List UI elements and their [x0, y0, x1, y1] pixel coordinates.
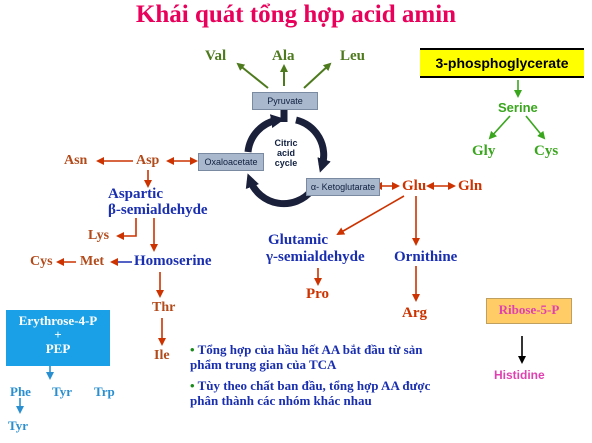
histidine-label: Histidine	[494, 368, 545, 382]
note-2-text: Tùy theo chất ban đầu, tổng hợp AA được …	[190, 378, 431, 408]
glu-label: Glu	[402, 178, 427, 194]
tyr-from-phe-label: Tyr	[8, 418, 28, 433]
val-label: Val	[205, 48, 227, 64]
gln-label: Gln	[458, 178, 483, 194]
page-title: Khái quát tổng hợp acid amin	[135, 1, 457, 28]
aspartic-semialdehyde-line2: β-semialdehyde	[108, 202, 208, 218]
erythrose-pep-box: Erythrose-4-P + PEP	[6, 310, 110, 366]
tyr-label: Tyr	[52, 384, 72, 399]
leu-label: Leu	[340, 48, 366, 64]
note-1-bullet: •	[190, 342, 195, 357]
arrow-pyruvate-leu	[303, 62, 332, 89]
erythrose-label: Erythrose-4-P	[18, 313, 98, 328]
ile-label: Ile	[154, 348, 170, 363]
ala-label: Ala	[272, 48, 295, 64]
pep-label: PEP	[45, 341, 71, 356]
lys-label: Lys	[88, 228, 110, 243]
plus-sign: +	[54, 327, 62, 342]
citric-cycle-arrow-1	[244, 114, 285, 153]
cycle-label-line-1: Citric	[274, 138, 298, 148]
trp-label: Trp	[94, 384, 115, 399]
arg-label: Arg	[402, 305, 427, 321]
pro-label: Pro	[306, 286, 330, 302]
glutamic-semialdehyde-line1: Glutamic	[268, 232, 328, 248]
arrow-semialdehyde-lys	[116, 218, 137, 240]
homoserine-label: Homoserine	[134, 253, 212, 269]
arrow-glu-glutamic-semialdehyde	[336, 195, 405, 235]
cys-label-aspartate: Cys	[30, 254, 53, 269]
met-label: Met	[80, 254, 105, 269]
citric-cycle-label: Citric acid cycle	[266, 138, 306, 168]
asp-label: Asp	[136, 153, 160, 168]
citric-cycle-arrow-2	[295, 116, 331, 173]
note-1: • Tổng hợp của hầu hết AA bắt đầu từ sản…	[190, 342, 440, 372]
pyruvate-box: Pyruvate	[252, 92, 318, 110]
arrow-serine-gly	[488, 115, 511, 140]
note-2: • Tùy theo chất ban đầu, tổng hợp AA đượ…	[190, 378, 450, 408]
glutamic-semialdehyde-line2: γ-semialdehyde	[266, 249, 365, 265]
oxaloacetate-box: Oxaloacetate	[198, 153, 264, 171]
gly-label: Gly	[472, 143, 496, 159]
cycle-label-line-2: acid	[276, 148, 295, 158]
serine-label: Serine	[498, 100, 538, 115]
note-1-text: Tổng hợp của hầu hết AA bắt đầu từ sản p…	[190, 342, 423, 372]
cys-label-serine: Cys	[534, 143, 559, 159]
note-2-bullet: •	[190, 378, 195, 393]
arrow-pyruvate-val	[236, 62, 269, 89]
asn-label: Asn	[64, 153, 88, 168]
thr-label: Thr	[152, 300, 176, 315]
cycle-label-line-3: cycle	[274, 158, 298, 168]
phe-label: Phe	[10, 384, 31, 399]
arrow-serine-cys	[525, 115, 546, 140]
ribose-box: Ribose-5-P	[486, 298, 572, 324]
ketoglutarate-box: α- Ketoglutarate	[306, 178, 380, 196]
citric-cycle-arrow-3	[245, 173, 315, 208]
phosphoglycerate-box: 3-phosphoglycerate	[420, 48, 584, 78]
ornithine-label: Ornithine	[394, 249, 458, 265]
aspartic-semialdehyde-line1: Aspartic	[108, 186, 163, 202]
